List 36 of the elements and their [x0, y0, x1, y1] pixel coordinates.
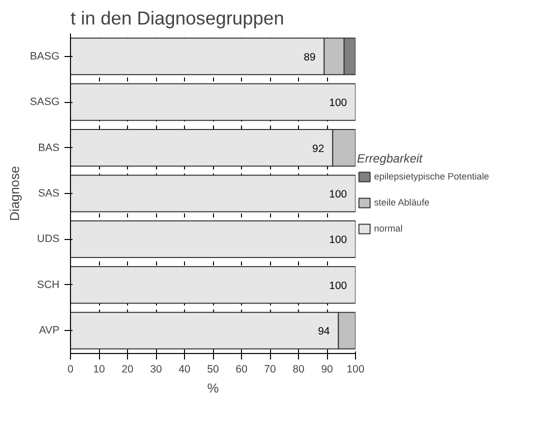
x-tick-label: 90	[321, 364, 333, 376]
data-label: 94	[318, 326, 330, 338]
data-label: 100	[329, 97, 348, 110]
bar	[70, 174, 356, 212]
legend-label: epilepsietypische Potentiale	[374, 172, 490, 182]
x-tick-label: 100	[346, 364, 364, 376]
y-tick-label: SAS	[38, 188, 60, 200]
data-label: 100	[329, 234, 348, 246]
y-axis-title: Diagnose	[6, 166, 22, 221]
x-tick-label: 80	[292, 364, 304, 376]
legend-label: normal	[374, 224, 403, 234]
y-tick-label: SCH	[37, 278, 60, 291]
x-tick-label: 70	[264, 364, 276, 376]
x-tick-label: 50	[207, 364, 219, 376]
data-label: 100	[329, 188, 348, 200]
x-tick-label: 40	[178, 364, 190, 376]
data-label: 92	[312, 142, 324, 155]
chart-title: t in den Diagnosegruppen	[70, 8, 284, 28]
y-tick-label: AVP	[38, 324, 60, 337]
x-axis-title: %	[207, 380, 220, 396]
y-tick-label: SASG	[30, 96, 60, 108]
bar	[70, 266, 356, 304]
y-tick-label: UDS	[37, 233, 60, 246]
x-tick-label: 10	[93, 364, 105, 376]
x-tick-label: 60	[236, 364, 248, 376]
y-tick-label: BASG	[30, 50, 60, 62]
x-tick-label: 30	[150, 364, 162, 376]
legend-title: Erregbarkeit	[357, 152, 424, 166]
data-label: 100	[329, 280, 348, 292]
data-label: 89	[304, 51, 316, 64]
bar	[70, 83, 356, 121]
x-tick-label: 0	[68, 364, 74, 376]
legend-label: steile Abläufe	[374, 198, 430, 208]
bar	[70, 220, 356, 258]
y-tick-label: BAS	[38, 142, 60, 154]
x-tick-label: 20	[122, 364, 134, 376]
